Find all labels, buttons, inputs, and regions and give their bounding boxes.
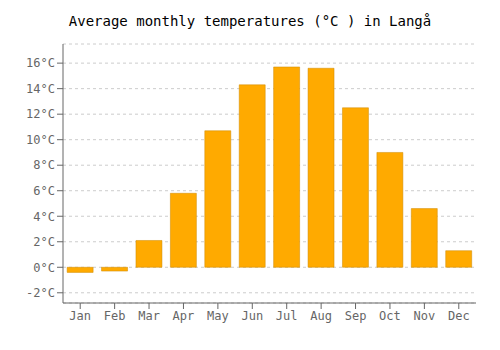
svg-text:6°C: 6°C (33, 184, 55, 198)
svg-text:Oct: Oct (379, 309, 401, 323)
svg-text:Nov: Nov (414, 309, 436, 323)
svg-text:2°C: 2°C (33, 235, 55, 249)
svg-text:Jun: Jun (241, 309, 263, 323)
svg-text:Feb: Feb (104, 309, 126, 323)
svg-text:16°C: 16°C (26, 56, 55, 70)
svg-text:Sep: Sep (345, 309, 367, 323)
svg-text:Jan: Jan (69, 309, 91, 323)
svg-text:Jul: Jul (276, 309, 298, 323)
svg-text:4°C: 4°C (33, 210, 55, 224)
svg-text:Dec: Dec (448, 309, 470, 323)
svg-text:May: May (207, 309, 229, 323)
html-text:Average monthly temperatures (: Average monthly temperatures (°C ) in La… (68, 13, 432, 29)
svg-text:-2°C: -2°C (26, 286, 55, 300)
svg-text:12°C: 12°C (26, 107, 55, 121)
svg-text:8°C: 8°C (33, 158, 55, 172)
svg-text:Apr: Apr (173, 309, 195, 323)
svg-text:10°C: 10°C (26, 133, 55, 147)
svg-text:14°C: 14°C (26, 82, 55, 96)
svg-text:Aug: Aug (310, 309, 332, 323)
svg-text:Mar: Mar (138, 309, 160, 323)
svg-text:0°C: 0°C (33, 261, 55, 275)
